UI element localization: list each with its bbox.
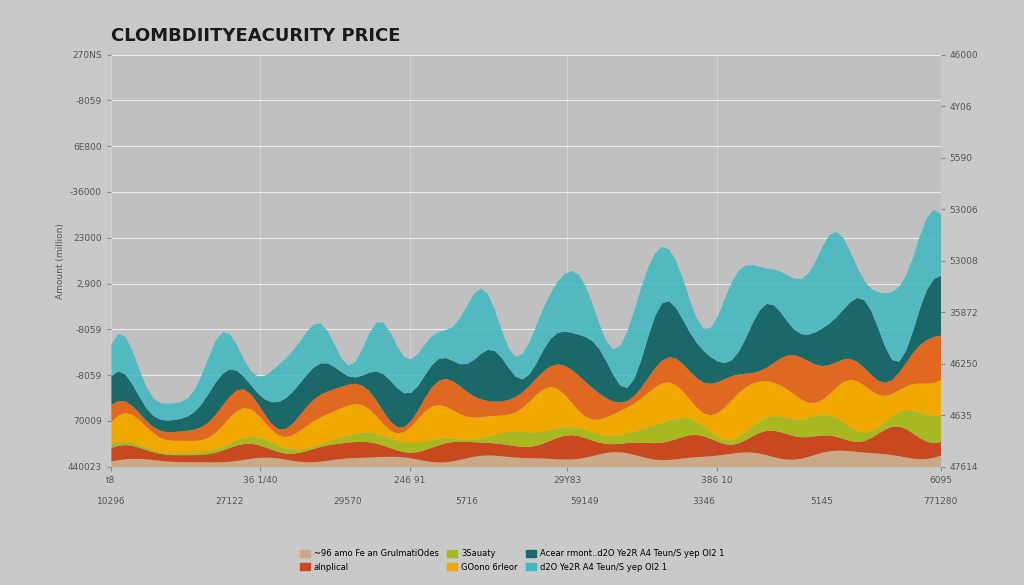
Text: CLOMBDIITYEACURITY PRICE: CLOMBDIITYEACURITY PRICE: [111, 27, 400, 44]
Legend: ~96 amo Fe an GrulmatiOdes, alnplical, 3Sauaty, GOono 6rleor, Acear rmont..d2O Y: ~96 amo Fe an GrulmatiOdes, alnplical, 3…: [296, 546, 728, 575]
Y-axis label: Amount (million): Amount (million): [56, 223, 65, 298]
